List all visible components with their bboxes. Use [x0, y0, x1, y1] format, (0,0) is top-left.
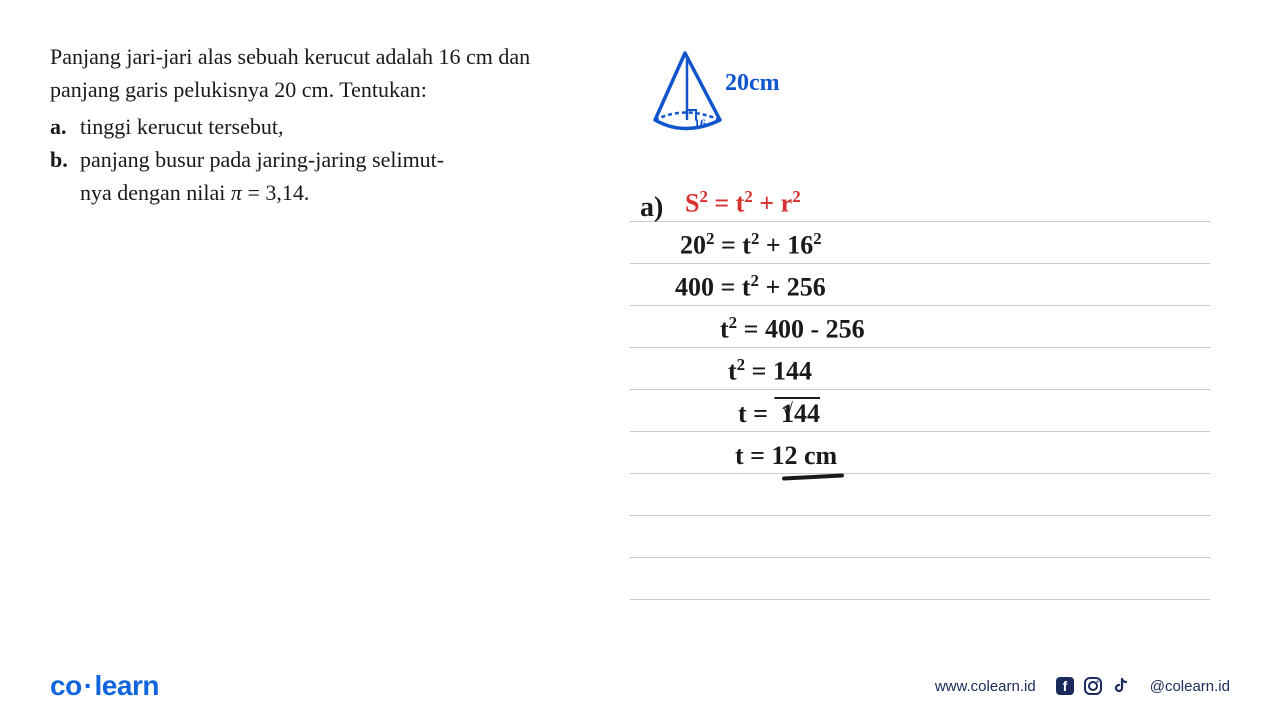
logo-learn: learn [95, 670, 159, 701]
work-line: t = 12 cm [630, 432, 1210, 474]
ruled-lines: a) S2 = t2 + r2 202 = t2 + 162 400 = t2 … [630, 180, 1210, 600]
work-area: 16 20cm a) S2 = t2 + r2 202 = t2 + 162 4… [630, 40, 1230, 640]
item-letter: b. [50, 143, 80, 209]
problem-column: Panjang jari-jari alas sebuah kerucut ad… [50, 40, 590, 640]
sqrt-symbol: √ [782, 400, 793, 423]
facebook-icon: f [1054, 675, 1076, 697]
instagram-icon [1082, 675, 1104, 697]
solution-column: 16 20cm a) S2 = t2 + r2 202 = t2 + 162 4… [590, 40, 1230, 640]
empty-line [630, 516, 1210, 558]
step-2: 400 = t2 + 256 [675, 271, 826, 303]
radius-label: 16 [694, 116, 706, 130]
problem-list: a. tinggi kerucut tersebut, b. panjang b… [50, 110, 570, 209]
work-line: t2 = 144 [630, 348, 1210, 390]
formula: S2 = t2 + r2 [685, 187, 801, 219]
work-line: t = 144 √ [630, 390, 1210, 432]
footer-handle: @colearn.id [1150, 678, 1230, 695]
work-line: 202 = t2 + 162 [630, 222, 1210, 264]
tiktok-icon [1110, 675, 1132, 697]
step-6: t = 12 cm [735, 441, 837, 471]
step-5: t = 144 [738, 399, 820, 429]
work-line: t2 = 400 - 256 [630, 306, 1210, 348]
problem-item-a: a. tinggi kerucut tersebut, [50, 110, 570, 143]
problem-intro: Panjang jari-jari alas sebuah kerucut ad… [50, 40, 570, 106]
problem-item-b: b. panjang busur pada jaring-jaring seli… [50, 143, 570, 209]
social-icons: f [1054, 675, 1132, 697]
work-line: a) S2 = t2 + r2 [630, 180, 1210, 222]
empty-line [630, 558, 1210, 600]
content-area: Panjang jari-jari alas sebuah kerucut ad… [0, 0, 1280, 640]
svg-text:f: f [1062, 678, 1067, 694]
work-line: 400 = t2 + 256 [630, 264, 1210, 306]
item-text: panjang busur pada jaring-jaring selimut… [80, 143, 444, 209]
part-letter: a) [640, 192, 663, 224]
logo-co: co [50, 670, 82, 701]
step-1: 202 = t2 + 162 [680, 229, 822, 261]
footer: co·learn www.colearn.id f @colearn.id [0, 670, 1280, 702]
item-letter: a. [50, 110, 80, 143]
step-3: t2 = 400 - 256 [720, 313, 865, 345]
slant-label: 20cm [725, 70, 780, 97]
step-4: t2 = 144 [728, 355, 812, 387]
logo-dot: · [84, 670, 93, 701]
item-text: tinggi kerucut tersebut, [80, 110, 283, 143]
footer-right: www.colearn.id f @colearn.id [935, 675, 1230, 697]
empty-line [630, 474, 1210, 516]
colearn-logo: co·learn [50, 670, 159, 702]
footer-url: www.colearn.id [935, 678, 1036, 695]
